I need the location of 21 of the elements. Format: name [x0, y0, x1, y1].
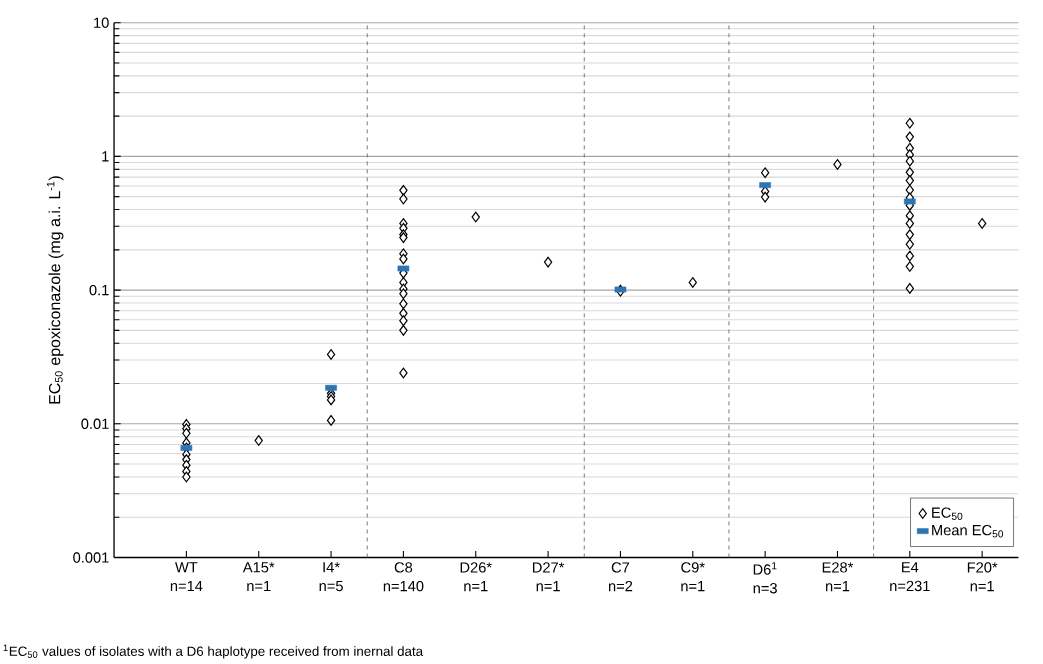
text: $^{1}$EC$_{50}$ values of isolates with a D6 haplotype received from inernal data	[3, 644, 424, 659]
y-tick-label: 1	[102, 151, 109, 162]
legend-label: Mean EC$_{50}$	[932, 524, 1004, 538]
y-tick-label: 0.1	[89, 284, 109, 296]
category-label: D6$^{1}$ n=3	[753, 562, 777, 594]
x-tick-label: F20* n=1	[967, 562, 998, 592]
x-tick-label: D26* n=1	[460, 562, 492, 592]
x-tick-label: C7 n=2	[608, 562, 633, 592]
y-tick-label: 0.001	[73, 552, 109, 563]
y-tick-label: 10	[94, 17, 109, 28]
x-tick-label: WT n=14	[170, 562, 203, 591]
x-tick-label: I4* n=5	[319, 562, 343, 592]
x-tick-label: D27* n=1	[533, 562, 565, 592]
x-tick-label: C8 n=140	[383, 562, 424, 592]
x-tick-label: E28* n=1	[822, 562, 854, 592]
x-tick-label: C9* n=1	[681, 562, 705, 592]
y-tick-label: 0.01	[81, 418, 109, 429]
x-tick-label: E4 n=231	[890, 562, 930, 592]
x-tick-label: A15* n=1	[242, 562, 275, 591]
y-axis-title: EC$_{50}$ epoxiconazole (mg a.i. L$^{-1}$)	[46, 176, 64, 404]
legend-label: EC$_{50}$	[932, 507, 963, 520]
